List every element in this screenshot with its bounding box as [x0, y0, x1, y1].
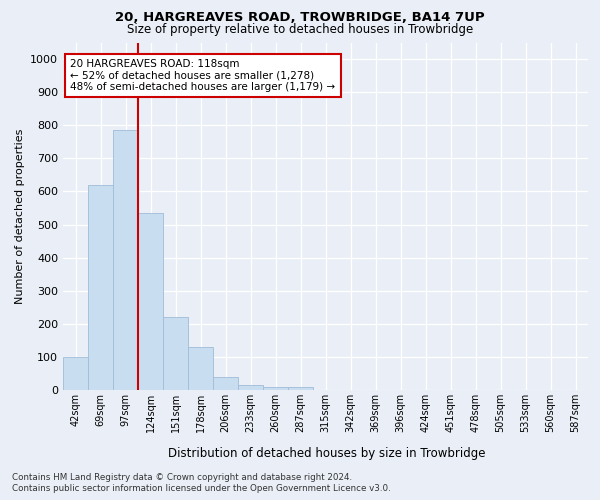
- Bar: [113, 130, 138, 390]
- Bar: [63, 357, 88, 390]
- Text: Contains HM Land Registry data © Crown copyright and database right 2024.: Contains HM Land Registry data © Crown c…: [12, 472, 352, 482]
- Text: Size of property relative to detached houses in Trowbridge: Size of property relative to detached ho…: [127, 22, 473, 36]
- Y-axis label: Number of detached properties: Number of detached properties: [14, 128, 25, 304]
- Text: Distribution of detached houses by size in Trowbridge: Distribution of detached houses by size …: [168, 448, 486, 460]
- Bar: [88, 185, 113, 390]
- Text: Contains public sector information licensed under the Open Government Licence v3: Contains public sector information licen…: [12, 484, 391, 493]
- Bar: [188, 347, 213, 390]
- Bar: [138, 213, 163, 390]
- Bar: [263, 386, 288, 390]
- Bar: [213, 377, 238, 390]
- Bar: [238, 385, 263, 390]
- Bar: [288, 386, 313, 390]
- Text: 20, HARGREAVES ROAD, TROWBRIDGE, BA14 7UP: 20, HARGREAVES ROAD, TROWBRIDGE, BA14 7U…: [115, 11, 485, 24]
- Bar: [163, 317, 188, 390]
- Text: 20 HARGREAVES ROAD: 118sqm
← 52% of detached houses are smaller (1,278)
48% of s: 20 HARGREAVES ROAD: 118sqm ← 52% of deta…: [71, 59, 335, 92]
